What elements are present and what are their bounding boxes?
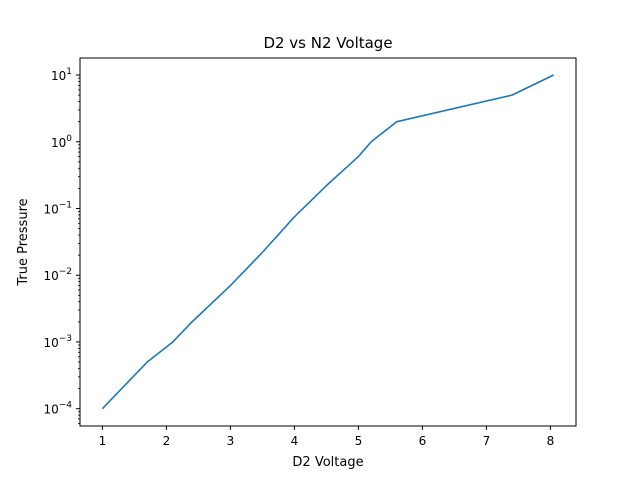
x-tick-label: 8 xyxy=(547,434,555,448)
x-tick-label: 2 xyxy=(163,434,171,448)
x-tick-label: 5 xyxy=(355,434,363,448)
plot-frame xyxy=(79,57,577,427)
x-tick-label: 6 xyxy=(419,434,427,448)
y-tick-label: 101 xyxy=(51,67,72,83)
y-axis-label: True Pressure xyxy=(16,198,31,286)
x-axis-label: D2 Voltage xyxy=(292,455,363,470)
y-tick-label: 10−1 xyxy=(43,200,72,216)
series-line-0 xyxy=(101,74,554,410)
y-tick-label: 10−4 xyxy=(43,401,72,417)
y-tick-label: 100 xyxy=(51,134,72,150)
x-tick-label: 4 xyxy=(291,434,299,448)
y-tick-label: 10−3 xyxy=(43,334,72,350)
chart-title: D2 vs N2 Voltage xyxy=(263,34,392,52)
x-tick-label: 3 xyxy=(227,434,235,448)
x-tick-label: 1 xyxy=(99,434,107,448)
y-tick-label: 10−2 xyxy=(43,267,72,283)
x-tick-label: 7 xyxy=(483,434,491,448)
